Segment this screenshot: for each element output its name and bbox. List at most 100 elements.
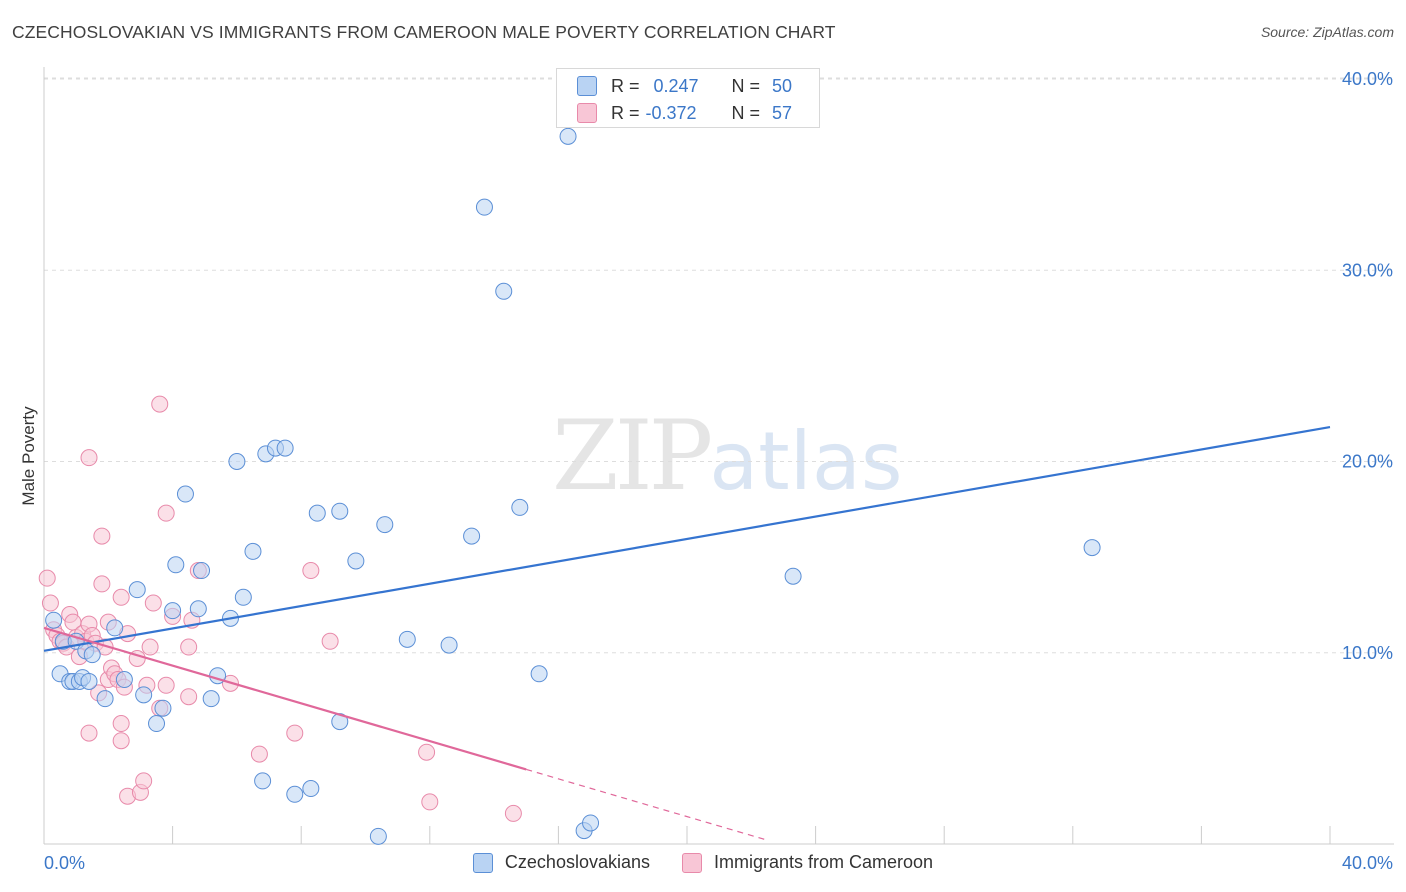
czechoslovakian-point bbox=[582, 814, 600, 832]
czechoslovakian-point bbox=[154, 699, 172, 717]
r-label: R = bbox=[611, 75, 640, 96]
r-label: R = bbox=[611, 102, 640, 123]
cameroon-point bbox=[418, 743, 436, 761]
y-tick-label: 40.0% bbox=[1342, 69, 1393, 89]
axes: Male Poverty bbox=[19, 67, 1394, 845]
czechoslovakian-point bbox=[475, 198, 493, 216]
source-label: Source: ZipAtlas.com bbox=[1260, 24, 1394, 40]
n-label: N = bbox=[731, 75, 761, 96]
czechoslovakian-point bbox=[276, 439, 294, 457]
cameroon-point bbox=[41, 594, 59, 612]
cameroon-point bbox=[144, 594, 162, 612]
czechoslovakian-point bbox=[106, 619, 124, 637]
czechoslovakian-point bbox=[167, 556, 185, 574]
czechoslovakian-point bbox=[135, 686, 153, 704]
cameroon-point bbox=[93, 527, 111, 545]
cameroon-point bbox=[93, 575, 111, 593]
blue-swatch-icon bbox=[472, 852, 493, 873]
n-value: 57 bbox=[772, 102, 793, 123]
czechoslovakian-point bbox=[286, 785, 304, 803]
blue-swatch-icon bbox=[577, 76, 597, 96]
cameroon-point bbox=[80, 724, 98, 742]
czechoslovakian-point bbox=[308, 504, 326, 522]
czechoslovakian-point bbox=[96, 690, 114, 708]
tick-labels: 10.0% 20.0% 30.0% 40.0% 0.0% 40.0% bbox=[44, 69, 1393, 873]
czechoslovakian-point bbox=[164, 602, 182, 620]
y-tick-label: 30.0% bbox=[1342, 260, 1393, 280]
n-label: N = bbox=[731, 102, 761, 123]
legend-row-czechoslovakian: R = 0.247 N = 50 bbox=[577, 74, 792, 98]
czechoslovakian-point bbox=[189, 600, 207, 618]
czechoslovakian-point bbox=[148, 715, 166, 733]
cameroon-point bbox=[286, 724, 304, 742]
czechoslovakian-point bbox=[440, 636, 458, 654]
cameroon-point bbox=[141, 638, 159, 656]
cameroon-point bbox=[157, 504, 175, 522]
cameroon-point bbox=[321, 632, 339, 650]
cameroon-point bbox=[302, 562, 320, 580]
czechoslovakian-point bbox=[331, 502, 349, 520]
legend-label: Immigrants from Cameroon bbox=[714, 852, 934, 872]
y-axis-title: Male Poverty bbox=[19, 406, 38, 506]
cameroon-point bbox=[112, 588, 130, 606]
czechoslovakian-point bbox=[244, 542, 262, 560]
czechoslovakian-point bbox=[302, 780, 320, 798]
czechoslovakian-point bbox=[495, 282, 513, 300]
y-tick-label: 20.0% bbox=[1342, 452, 1393, 472]
cameroon-point bbox=[421, 793, 439, 811]
czechoslovakian-point bbox=[347, 552, 365, 570]
legend-item-cameroon[interactable]: Immigrants from Cameroon bbox=[682, 852, 933, 873]
cameroon-point bbox=[180, 688, 198, 706]
trend-lines bbox=[43, 425, 1331, 841]
legend-item-czechoslovakians[interactable]: Czechoslovakians bbox=[472, 852, 650, 873]
cameroon-point bbox=[135, 772, 153, 790]
r-value: -0.372 bbox=[645, 102, 697, 123]
czechoslovakian-point bbox=[784, 567, 802, 585]
n-value: 50 bbox=[772, 75, 793, 96]
legend-row-cameroon: R = -0.372 N = 57 bbox=[577, 101, 792, 125]
czechoslovakian-point bbox=[193, 562, 211, 580]
czechoslovakian-point bbox=[176, 485, 194, 503]
cameroon-trend-extension bbox=[526, 768, 768, 841]
cameroon-point bbox=[157, 676, 175, 694]
cameroon-point bbox=[96, 638, 114, 656]
x-tick-label: 0.0% bbox=[44, 853, 85, 873]
czechoslovakian-point bbox=[398, 630, 416, 648]
grid bbox=[44, 77, 1394, 654]
cameroon-point bbox=[250, 745, 268, 763]
cameroon-point bbox=[80, 449, 98, 467]
czechoslovakian-point bbox=[369, 827, 387, 845]
czechoslovakian-point bbox=[128, 581, 146, 599]
correlation-legend: R = 0.247 N = 50 R = -0.372 N = 57 bbox=[556, 68, 820, 128]
pink-swatch-icon bbox=[577, 103, 597, 123]
cameroon-trend-line bbox=[43, 626, 527, 771]
czechoslovakian-point bbox=[83, 646, 101, 664]
czechoslovakian-point bbox=[511, 498, 529, 516]
czechoslovakian-point bbox=[530, 665, 548, 683]
czechoslovakian-point bbox=[1083, 539, 1101, 557]
chart-title: CZECHOSLOVAKIAN VS IMMIGRANTS FROM CAMER… bbox=[12, 22, 836, 42]
cameroon-point bbox=[112, 715, 130, 733]
czechoslovakian-point bbox=[202, 690, 220, 708]
series-legend: Czechoslovakians Immigrants from Cameroo… bbox=[0, 852, 1406, 873]
x-tick-label: 40.0% bbox=[1342, 853, 1393, 873]
czechoslovakian-point bbox=[559, 127, 577, 145]
czechoslovakian-trend-line bbox=[43, 425, 1331, 652]
legend-label: Czechoslovakians bbox=[504, 852, 650, 872]
cameroon-point bbox=[504, 804, 522, 822]
cameroon-point bbox=[180, 638, 198, 656]
czechoslovakian-point bbox=[376, 516, 394, 534]
czechoslovakian-point bbox=[115, 671, 133, 689]
czechoslovakian-point bbox=[228, 453, 246, 470]
cameroon-point bbox=[112, 732, 130, 750]
czechoslovakian-point bbox=[254, 772, 272, 790]
czechoslovakian-point bbox=[45, 611, 63, 629]
czechoslovakian-point bbox=[463, 527, 481, 545]
y-tick-label: 10.0% bbox=[1342, 643, 1393, 663]
cameroon-point bbox=[38, 569, 56, 587]
pink-swatch-icon bbox=[682, 852, 702, 873]
r-value: 0.247 bbox=[653, 75, 699, 96]
czechoslovakian-points bbox=[45, 127, 1101, 845]
czechoslovakian-point bbox=[80, 672, 98, 690]
